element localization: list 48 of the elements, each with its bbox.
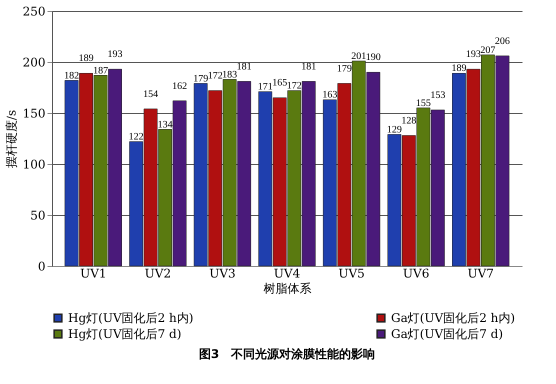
- x-tick-label: UV5: [338, 266, 365, 280]
- legend-label: Hg灯(UV固化后2 h内): [68, 311, 194, 326]
- data-label: 201: [351, 50, 366, 62]
- data-label: 172: [286, 80, 302, 92]
- x-tick-label: UV6: [402, 266, 430, 280]
- data-label: 190: [366, 52, 381, 64]
- data-label: 189: [78, 53, 94, 64]
- y-tick-label: 150: [22, 106, 46, 120]
- data-label: 207: [480, 44, 496, 56]
- data-label: 134: [158, 119, 173, 130]
- legend-label: Ga灯(UV固化后7 d): [391, 327, 504, 341]
- data-label: 193: [466, 49, 481, 60]
- data-label: 179: [336, 63, 352, 74]
- data-label: 122: [128, 132, 144, 143]
- legend-label: Hg灯(UV固化后7 d): [68, 327, 182, 341]
- data-label: 181: [236, 61, 252, 72]
- y-tick-label: 250: [22, 4, 46, 18]
- data-label: 193: [108, 49, 123, 60]
- y-axis-title: 摆杆硬度/s: [4, 110, 19, 168]
- data-label: 181: [301, 61, 316, 72]
- data-label: 182: [64, 70, 80, 82]
- legend-label: Ga灯(UV固化后2 h内): [391, 311, 516, 326]
- data-label: 183: [222, 69, 238, 80]
- data-label: 179: [193, 73, 208, 84]
- x-tick-label: UV3: [209, 266, 236, 280]
- x-axis-title: 树脂体系: [264, 282, 312, 296]
- data-label: 172: [208, 70, 223, 82]
- y-tick-label: 100: [22, 158, 46, 172]
- x-tick-label: UV4: [274, 266, 301, 280]
- y-tick-label: 50: [30, 208, 46, 222]
- data-label: 154: [143, 88, 158, 100]
- data-label: 187: [93, 65, 108, 76]
- data-label: 171: [258, 82, 273, 93]
- data-label: 155: [416, 98, 431, 109]
- data-label: 162: [172, 80, 188, 92]
- data-label: 189: [451, 63, 466, 74]
- data-label: 128: [401, 115, 416, 126]
- data-label: 153: [430, 90, 446, 101]
- y-tick-label: 200: [22, 56, 46, 70]
- text: 图3 不同光源对涂膜性能的影响: [198, 347, 376, 361]
- y-tick-label: 0: [38, 260, 46, 274]
- data-label: 129: [386, 124, 402, 136]
- data-label: 165: [272, 78, 288, 89]
- x-tick-label: UV2: [144, 266, 172, 280]
- data-label: 163: [322, 90, 338, 101]
- data-label: 206: [494, 36, 510, 47]
- x-tick-label: UV7: [467, 266, 494, 280]
- x-tick-label: UV1: [80, 266, 107, 280]
